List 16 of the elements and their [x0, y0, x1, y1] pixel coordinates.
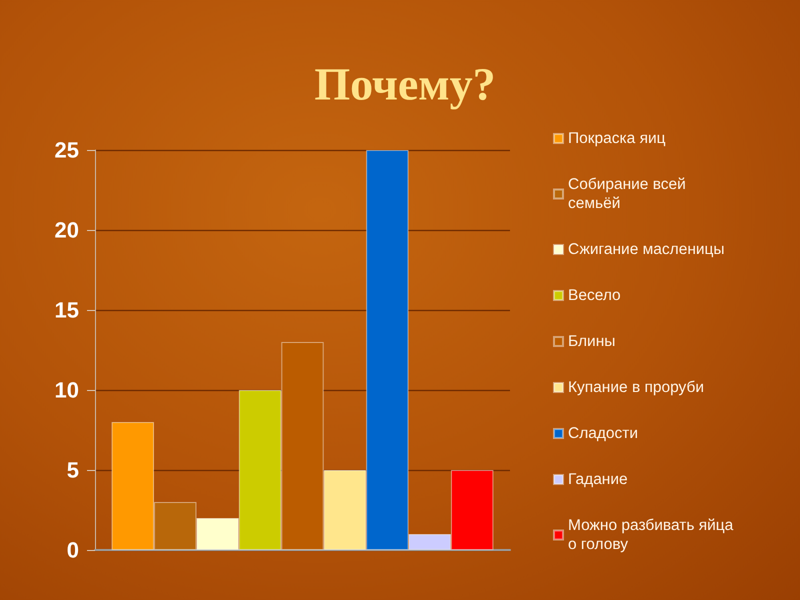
chart-title: Почему? — [314, 58, 496, 110]
legend-label: Купание в проруби — [568, 379, 704, 396]
y-tick-label: 15 — [54, 298, 79, 322]
legend-label: Гадание — [568, 471, 628, 488]
legend-label: Сладости — [568, 425, 638, 442]
y-tick-label: 10 — [54, 378, 79, 402]
legend-label: Весело — [568, 287, 621, 304]
y-tick-label: 5 — [66, 458, 79, 482]
legend-label: Собирание всей семьёй — [568, 176, 686, 212]
y-tick-label: 25 — [54, 138, 79, 162]
y-tick-label: 0 — [66, 538, 79, 562]
y-tick-label: 20 — [54, 218, 79, 242]
legend-label: Блины — [568, 333, 616, 350]
legend-label: Сжигание масленицы — [568, 241, 725, 258]
legend-label: Покраска яиц — [568, 130, 666, 147]
legend-label: Можно разбивать яйца о голову — [568, 517, 734, 553]
